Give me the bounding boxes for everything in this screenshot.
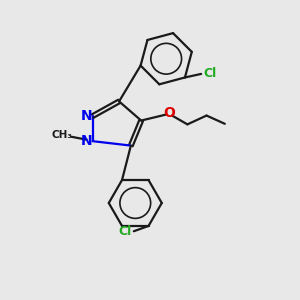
Text: Cl: Cl xyxy=(203,68,217,80)
Text: Cl: Cl xyxy=(118,225,132,238)
Text: N: N xyxy=(80,134,92,148)
Text: O: O xyxy=(163,106,175,120)
Text: N: N xyxy=(80,109,92,123)
Text: CH₃: CH₃ xyxy=(52,130,73,140)
